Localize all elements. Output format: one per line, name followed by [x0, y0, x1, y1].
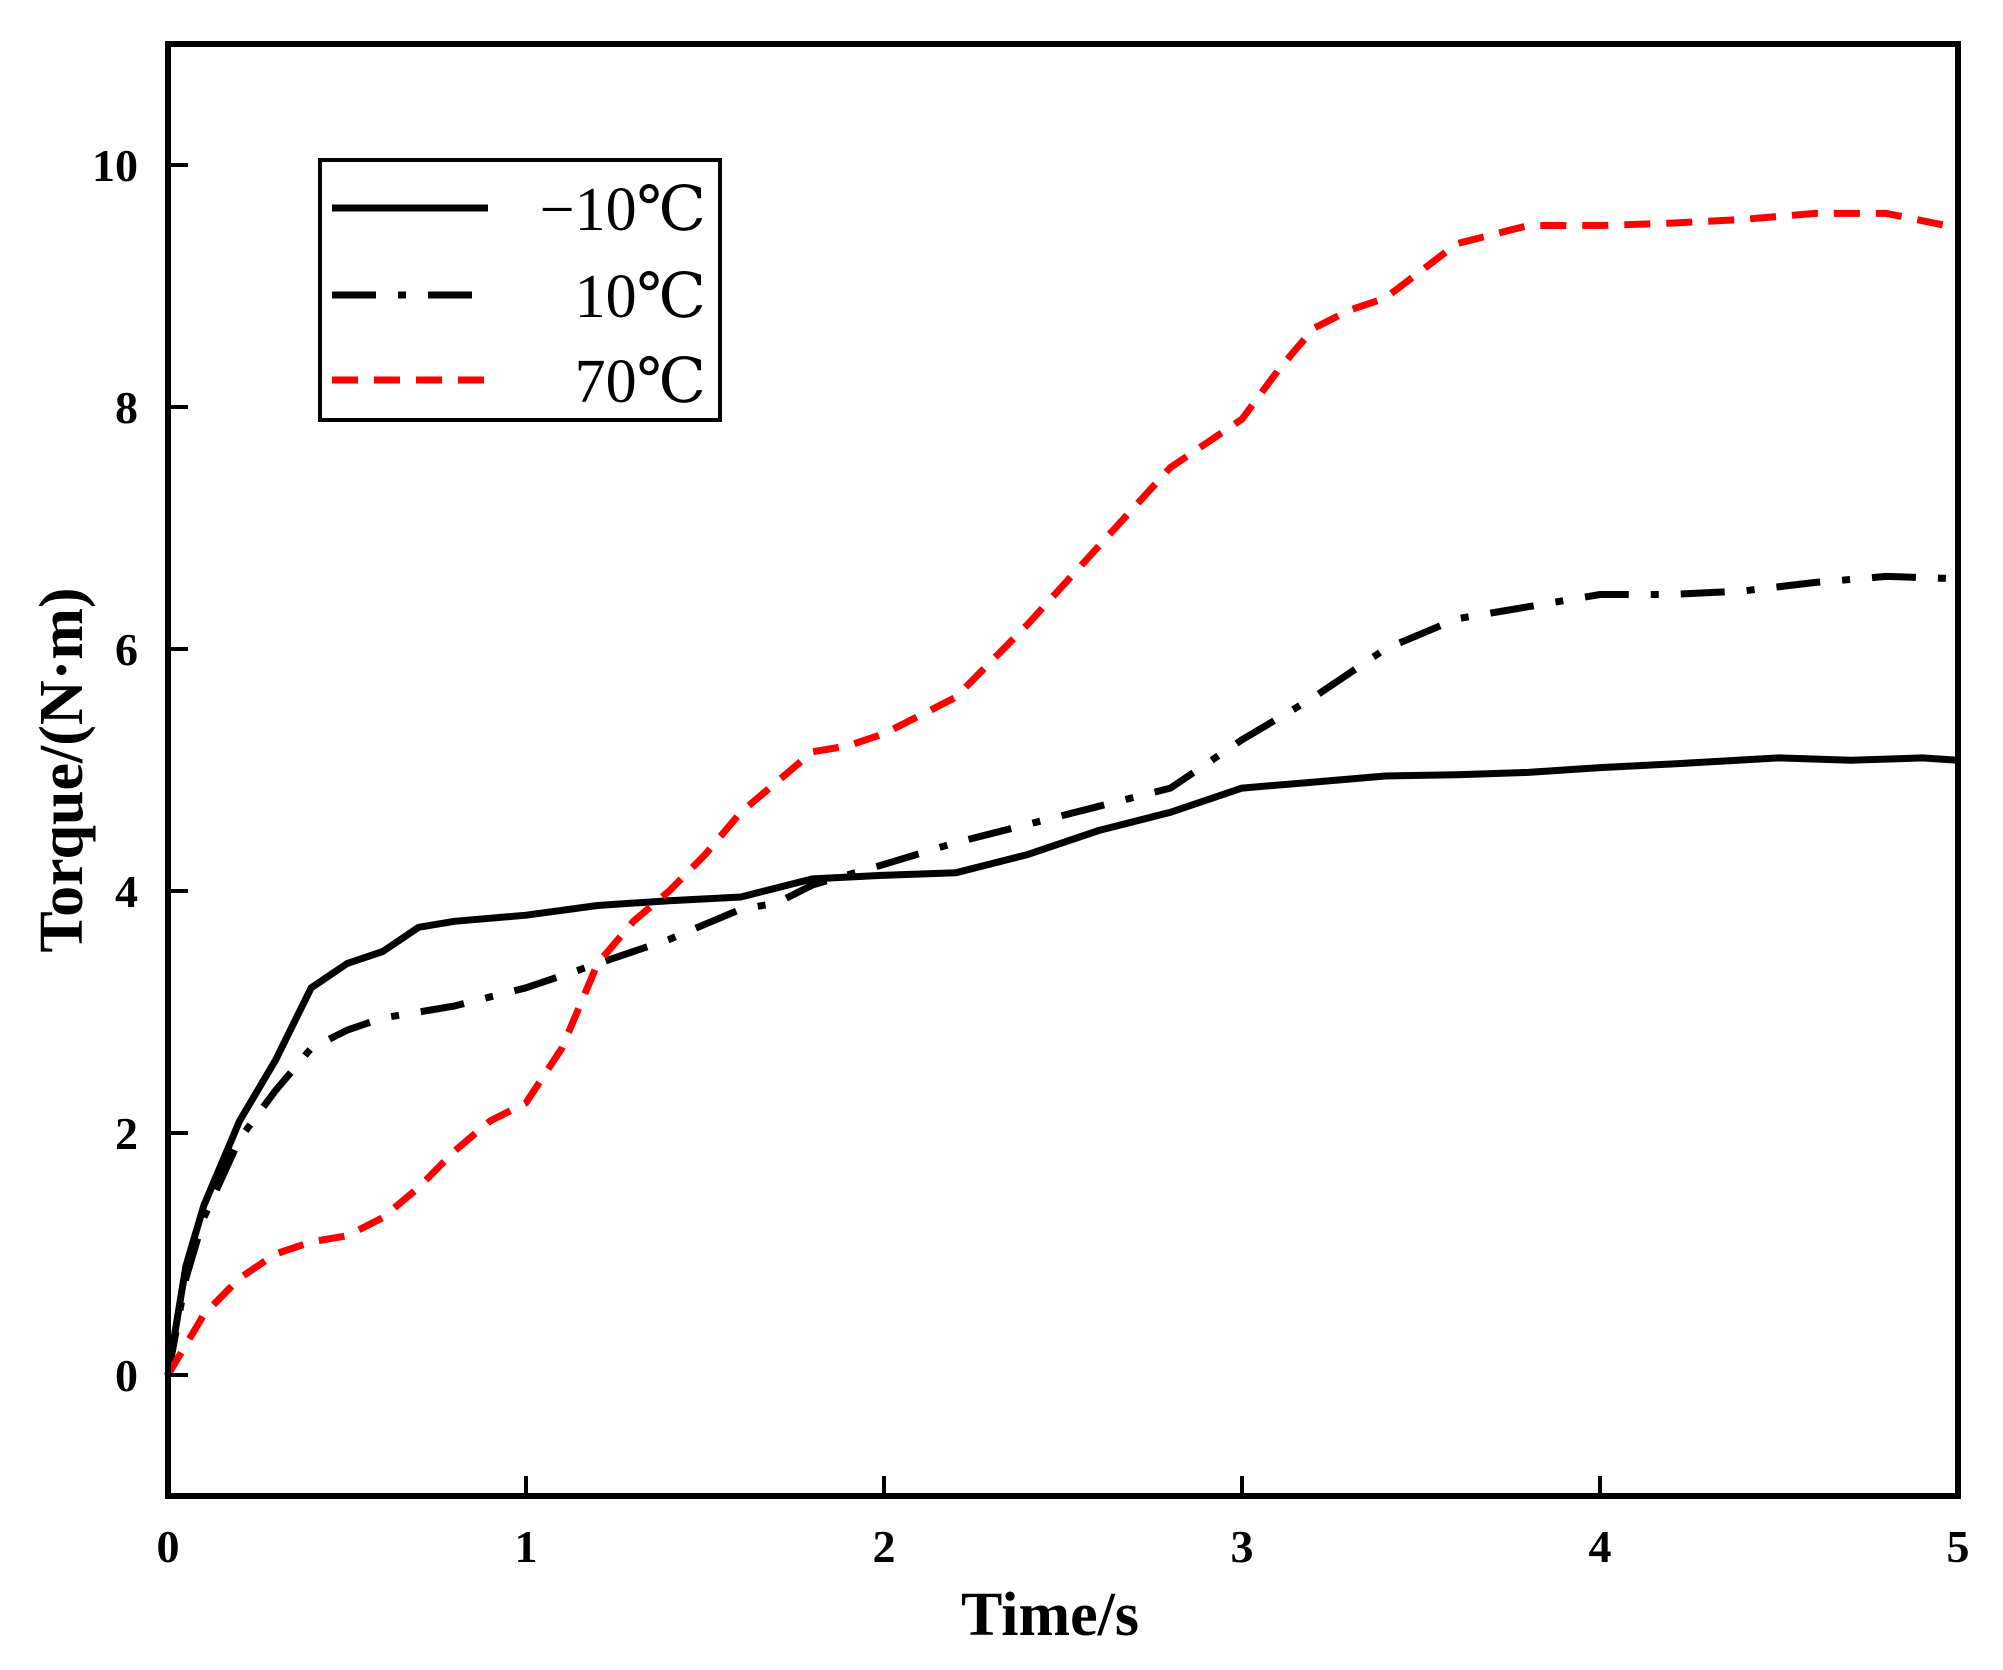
ticks-layer: 0 1 2 3 4 5 0 2 4 6 8 10 [92, 140, 1970, 1572]
x-tick-label: 3 [1231, 1521, 1254, 1572]
y-tick-label: 6 [115, 624, 138, 675]
plot-frame [165, 41, 1961, 1499]
legend-entries: −10℃ 10℃ 70℃ [332, 176, 706, 416]
y-tick-label: 8 [115, 382, 138, 433]
legend-label-1: 10℃ [575, 263, 706, 331]
x-axis-title: Time/s [961, 1581, 1139, 1649]
legend-label-2: 70℃ [575, 348, 706, 416]
y-tick-label: 4 [115, 866, 138, 917]
x-tick-label: 4 [1589, 1521, 1612, 1572]
x-tick-label: 1 [515, 1521, 538, 1572]
y-tick-label: 10 [92, 140, 138, 191]
series-layer [164, 209, 1959, 1377]
series-line-2 [164, 209, 1959, 1377]
x-tick-label: 5 [1947, 1521, 1970, 1572]
series-line-0 [164, 754, 1959, 1376]
legend-label-0: −10℃ [540, 176, 706, 244]
x-tick-label: 0 [157, 1521, 180, 1572]
legend: −10℃ 10℃ 70℃ [318, 158, 722, 422]
y-tick-label: 2 [115, 1108, 138, 1159]
y-axis-title: Torque/(N·m) [28, 587, 96, 952]
series-line-1 [164, 572, 1959, 1376]
y-tick-label: 0 [115, 1350, 138, 1401]
x-tick-label: 2 [873, 1521, 896, 1572]
